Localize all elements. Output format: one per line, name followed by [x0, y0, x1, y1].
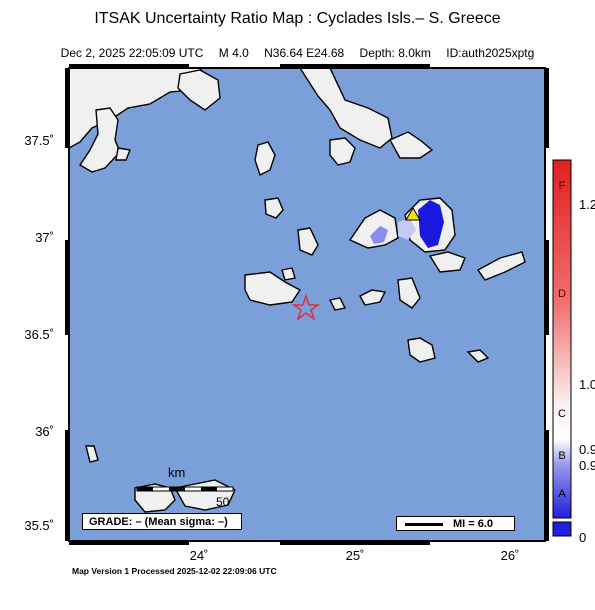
island-amorgos [476, 251, 526, 281]
colorbar-min-swatch [552, 521, 572, 537]
island-serifos [264, 197, 284, 219]
colorbar-tick-1-0: 1.0 [579, 377, 595, 392]
grade-letter-c: C [558, 408, 566, 420]
island-kythnos [177, 69, 221, 111]
island-ios [428, 251, 466, 273]
lat-label-37-5: 37.5˚ [24, 133, 54, 148]
station-marker [405, 207, 421, 221]
lon-label-26: 26˚ [500, 548, 520, 563]
island-paros [348, 209, 399, 249]
mi-legend: MI = 6.0 [396, 516, 515, 531]
island-tinos [389, 131, 434, 159]
scale-unit: km [168, 465, 186, 480]
map-title: ITSAK Uncertainty Ratio Map : Cyclades I… [94, 10, 501, 27]
footer-note: Map Version 1 Processed 2025-12-02 22:09… [72, 566, 277, 576]
colorbar [552, 159, 572, 519]
grade-letter-d: D [558, 288, 566, 300]
island-milos [244, 271, 302, 306]
mi-legend-text: MI = 6.0 [453, 518, 494, 530]
grade-letter-a: A [558, 488, 566, 500]
island-syros-n [254, 141, 276, 176]
lat-label-37: 37˚ [35, 230, 54, 245]
island-kea [79, 107, 121, 173]
island-sikinos [328, 297, 347, 311]
sea-area [69, 68, 545, 541]
event-datetime: Dec 2, 2025 22:05:09 UTC [60, 46, 204, 60]
epicenter-star [291, 293, 321, 322]
frame-ticks [65, 64, 549, 545]
colorbar-tick-0: 0 [579, 530, 587, 545]
grade-letter-f: F [558, 180, 566, 192]
event-location: N36.64 E24.68 [264, 46, 345, 60]
island-folegandros [359, 289, 387, 306]
scale-value: 50 [216, 495, 230, 509]
colorbar-tick-0-9a: 0.9 [579, 442, 595, 457]
island-anafi [397, 277, 421, 309]
lat-label-36: 36˚ [35, 424, 54, 439]
island-andros [329, 137, 356, 166]
event-magnitude: M 4.0 [218, 46, 249, 60]
event-info: Dec 2, 2025 22:05:09 UTC M 4.0 N36.64 E2… [0, 46, 595, 60]
island-makronisos [115, 147, 131, 161]
island-santorini [407, 337, 436, 363]
grade-box: GRADE: – (Mean sigma: –) [82, 513, 242, 530]
lat-label-35-5: 35.5˚ [24, 518, 54, 533]
event-id: ID:auth2025xptg [446, 46, 535, 60]
island-crete-frag [85, 445, 99, 463]
grade-letter-b: B [558, 450, 566, 462]
mi-legend-line [405, 523, 443, 526]
island-evia [298, 67, 393, 149]
uncertainty-shading [370, 200, 444, 248]
lon-label-24: 24˚ [189, 548, 209, 563]
lat-label-36-5: 36.5˚ [24, 327, 54, 342]
colorbar-tick-1-2: 1.2 [579, 197, 595, 212]
scale-bar [136, 486, 234, 492]
colorbar-tick-0-9b: 0.9 [579, 458, 595, 473]
islands [68, 67, 526, 513]
event-depth: Depth: 8.0km [359, 46, 431, 60]
island-kimolos [281, 267, 296, 281]
lon-label-25: 25˚ [345, 548, 365, 563]
island-syros [297, 227, 319, 256]
island-astypalaia [466, 349, 490, 363]
